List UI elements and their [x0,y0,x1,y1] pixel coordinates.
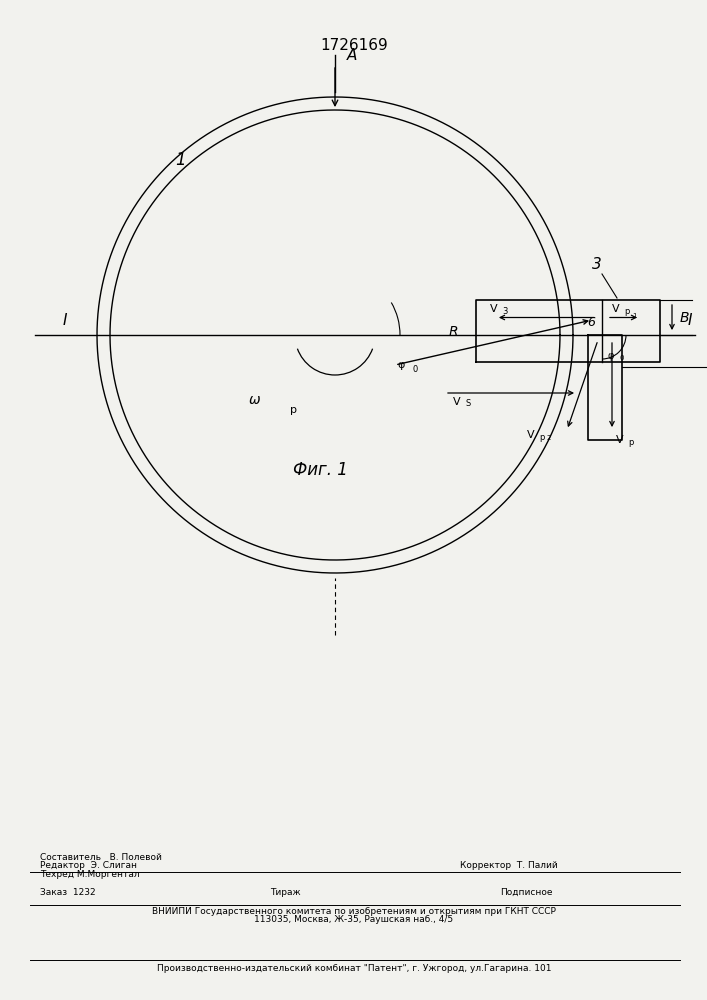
Text: ω: ω [248,393,260,407]
Text: V: V [490,304,498,314]
Text: 6: 6 [587,316,595,329]
Text: R: R [449,326,458,340]
Text: Техред М.Моргентал: Техред М.Моргентал [40,870,139,879]
Text: I: I [688,313,692,328]
Text: φ: φ [608,351,614,361]
Text: 1: 1 [175,151,185,169]
Text: р: р [290,405,297,415]
Text: 3: 3 [592,257,602,272]
Text: р: р [628,438,633,447]
Text: I: I [63,313,67,328]
Text: 113035, Москва, Ж-35, Раушская наб., 4/5: 113035, Москва, Ж-35, Раушская наб., 4/5 [255,915,454,924]
Text: Тираж: Тираж [270,888,300,897]
Text: Фиг. 1: Фиг. 1 [293,461,347,479]
Text: V: V [527,430,534,440]
Text: V: V [453,397,461,407]
Text: 1726169: 1726169 [320,37,388,52]
Text: A: A [347,48,357,63]
Text: B: B [680,310,689,324]
Text: 0: 0 [619,355,624,361]
Text: Производственно-издательский комбинат "Патент", г. Ужгород, ул.Гагарина. 101: Производственно-издательский комбинат "П… [157,964,551,973]
Text: р: р [539,433,544,442]
Text: ВНИИПИ Государственного комитета по изобретениям и открытиям при ГКНТ СССР: ВНИИПИ Государственного комитета по изоб… [152,907,556,916]
Text: Корректор  Т. Палий: Корректор Т. Палий [460,861,558,870]
Text: Составитель   В. Полевой: Составитель В. Полевой [40,853,162,862]
Text: 3: 3 [502,308,508,316]
Text: Подписное: Подписное [500,888,552,897]
Text: Заказ  1232: Заказ 1232 [40,888,95,897]
Text: V: V [616,435,624,445]
Text: 0: 0 [412,365,417,374]
Text: V: V [612,304,619,314]
Text: φ: φ [397,360,404,370]
Text: 2: 2 [547,435,551,441]
Text: 1: 1 [632,312,636,318]
Text: S: S [465,399,470,408]
Text: р: р [624,308,629,316]
Text: Редактор  Э. Слиган: Редактор Э. Слиган [40,861,137,870]
